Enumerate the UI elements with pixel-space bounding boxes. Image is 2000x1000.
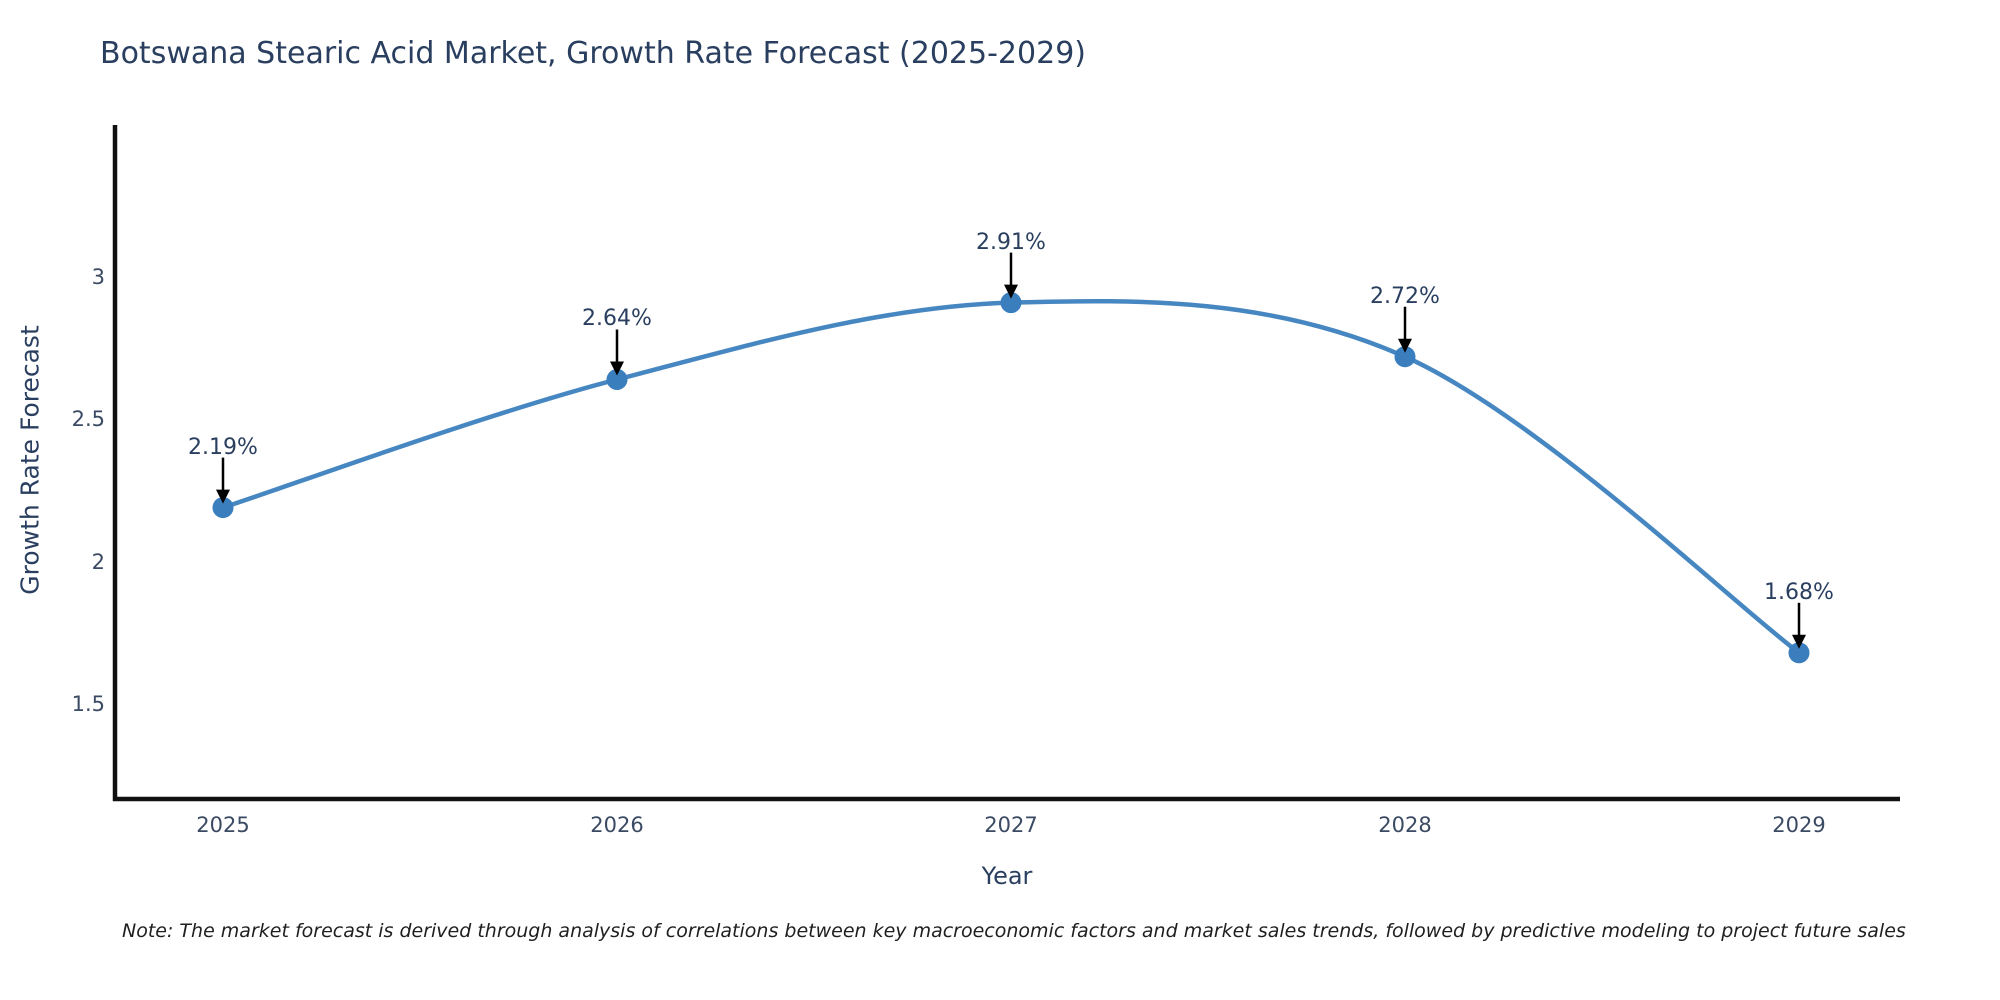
x-tick-label: 2025 xyxy=(196,813,250,837)
annotation-arrow-head xyxy=(216,489,230,504)
y-tick-label: 1.5 xyxy=(71,692,105,717)
data-point-2025[interactable] xyxy=(212,497,234,519)
x-axis-title: Year xyxy=(981,862,1033,890)
forecast-line xyxy=(220,298,1802,656)
point-value-label: 2.19% xyxy=(188,434,258,460)
y-tick-label: 2 xyxy=(91,549,105,574)
data-point-2028[interactable] xyxy=(1394,346,1416,368)
x-tick-label: 2026 xyxy=(590,813,644,837)
annotation-arrow-head xyxy=(1398,338,1412,353)
x-tick-label: 2028 xyxy=(1378,813,1432,837)
data-point-2029[interactable] xyxy=(1788,642,1810,664)
chart-title: Botswana Stearic Acid Market, Growth Rat… xyxy=(100,36,1086,71)
y-tick-label: 2.5 xyxy=(71,407,105,432)
point-value-label: 2.64% xyxy=(582,306,652,332)
annotation-arrow-head xyxy=(1792,634,1806,649)
point-value-label: 2.72% xyxy=(1370,283,1440,309)
point-value-label: 1.68% xyxy=(1764,579,1834,605)
point-value-label: 2.91% xyxy=(976,229,1046,255)
footnote: Note: The market forecast is derived thr… xyxy=(122,920,1906,942)
x-tick-label: 2029 xyxy=(1772,813,1826,837)
data-point-2027[interactable] xyxy=(1000,292,1022,314)
y-tick-label: 3 xyxy=(91,265,105,289)
annotation-arrow-head xyxy=(610,361,624,376)
x-tick-label: 2027 xyxy=(984,813,1038,837)
data-point-2026[interactable] xyxy=(606,368,628,390)
annotation-arrow-head xyxy=(1004,284,1018,299)
